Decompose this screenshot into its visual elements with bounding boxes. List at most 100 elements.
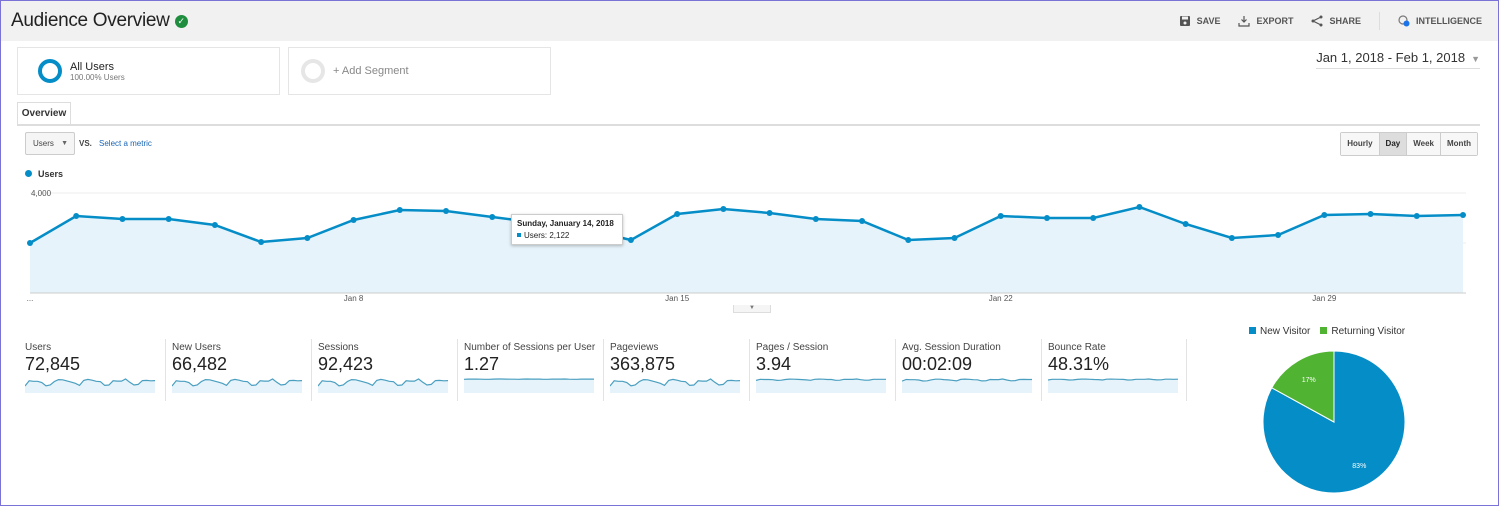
metric-value: 363,875: [610, 354, 676, 374]
legend-dot-icon: [25, 170, 32, 177]
metric-label: Pages / Session: [756, 342, 829, 353]
legend-returning-visitor: Returning Visitor: [1320, 326, 1405, 337]
intelligence-icon: [1398, 15, 1410, 27]
data-point: [396, 207, 403, 213]
data-point: [1460, 212, 1466, 218]
sparkline-fill: [172, 379, 302, 393]
share-button[interactable]: SHARE: [1311, 15, 1361, 27]
metric-new-users[interactable]: New Users 66,482: [165, 339, 311, 401]
day-button[interactable]: Day: [1378, 133, 1407, 155]
metric-value: 66,482: [172, 354, 228, 374]
segment-ring-icon: [301, 59, 325, 83]
select-metric-link[interactable]: Select a metric: [99, 139, 152, 148]
data-point: [1090, 215, 1097, 221]
date-range-picker[interactable]: Jan 1, 2018 - Feb 1, 2018 ▼: [1316, 50, 1480, 69]
data-point: [905, 237, 912, 243]
data-point: [350, 217, 357, 223]
sparkline-fill: [318, 379, 448, 393]
data-point: [1228, 235, 1235, 241]
data-point: [812, 216, 819, 222]
x-tick-label: Jan 15: [665, 294, 690, 303]
chevron-down-icon: ▼: [1471, 54, 1480, 64]
area-fill: [30, 207, 1463, 293]
metric-pages-session[interactable]: Pages / Session 3.94: [749, 339, 895, 401]
divider: [1378, 12, 1380, 30]
data-point: [674, 211, 681, 217]
metrics-row: Users 72,845 New Users 66,482 Sessions 92,423…: [19, 339, 1187, 401]
metric-pageviews[interactable]: Pageviews 363,875: [603, 339, 749, 401]
metric-label: New Users: [172, 342, 221, 353]
data-point: [951, 235, 958, 241]
data-point: [165, 216, 172, 222]
pie-slice-label: 83%: [1352, 463, 1366, 470]
sparkline: [25, 378, 155, 393]
data-point: [1413, 213, 1420, 219]
hourly-button[interactable]: Hourly: [1341, 133, 1379, 155]
data-point: [997, 213, 1004, 219]
data-point: [1043, 215, 1050, 221]
sparkline: [464, 378, 594, 393]
sparkline: [610, 378, 740, 393]
metric-bounce-rate[interactable]: Bounce Rate 48.31%: [1041, 339, 1187, 401]
save-icon: [1179, 16, 1190, 26]
pie-legend: New Visitor Returning Visitor: [1249, 326, 1405, 337]
data-point: [1321, 212, 1328, 218]
sparkline: [756, 378, 886, 393]
add-segment-button[interactable]: + Add Segment: [288, 47, 551, 95]
metric-value: 1.27: [464, 354, 500, 374]
data-point: [1275, 232, 1282, 238]
week-button[interactable]: Week: [1406, 133, 1440, 155]
sparkline-fill: [25, 379, 155, 393]
save-button[interactable]: SAVE: [1179, 15, 1220, 27]
metric-value: 00:02:09: [902, 354, 973, 374]
data-point: [859, 218, 866, 224]
pie-slice-label: 17%: [1302, 377, 1316, 384]
data-point: [1136, 204, 1143, 210]
page-title: Audience Overview ✓: [11, 10, 188, 32]
metric-number-of-sessions-per-user[interactable]: Number of Sessions per User 1.27: [457, 339, 603, 401]
collapse-chart-button[interactable]: ▼: [733, 305, 771, 313]
data-point: [443, 208, 450, 214]
month-button[interactable]: Month: [1440, 133, 1477, 155]
divider: [17, 124, 1480, 126]
x-tick-label: Jan 8: [344, 294, 364, 303]
x-tick-label: Jan 22: [989, 294, 1014, 303]
data-point: [27, 240, 33, 246]
metric-select[interactable]: Users ▼: [25, 132, 75, 155]
metric-label: Number of Sessions per User: [464, 342, 596, 353]
segment-all-users[interactable]: All Users 100.00% Users: [17, 47, 280, 95]
tab-overview[interactable]: Overview: [17, 102, 71, 125]
y-tick-label: 4,000: [31, 189, 52, 198]
sparkline: [318, 378, 448, 393]
data-point: [1182, 221, 1189, 227]
sparkline-fill: [464, 379, 594, 393]
metric-value: 3.94: [756, 354, 792, 374]
intelligence-button[interactable]: INTELLIGENCE: [1398, 15, 1482, 27]
export-button[interactable]: EXPORT: [1238, 15, 1293, 27]
sparkline-line: [25, 378, 155, 387]
metric-label: Avg. Session Duration: [902, 342, 1001, 353]
sparkline-fill: [902, 379, 1032, 393]
chart-legend: Users: [25, 169, 63, 179]
metric-value: 72,845: [25, 354, 81, 374]
metric-value: 48.31%: [1048, 354, 1110, 374]
series-line-users: [29, 205, 1464, 245]
metric-avg-session-duration[interactable]: Avg. Session Duration 00:02:09: [895, 339, 1041, 401]
granularity-toggle: Hourly Day Week Month: [1340, 132, 1478, 156]
vs-label: VS.: [79, 139, 92, 148]
sparkline: [172, 378, 302, 393]
sparkline-line: [172, 378, 302, 387]
data-point: [73, 213, 80, 219]
sparkline: [902, 378, 1032, 393]
sparkline-line: [756, 378, 886, 382]
data-point: [766, 210, 773, 216]
share-icon: [1311, 15, 1323, 27]
metric-users[interactable]: Users 72,845: [19, 339, 165, 401]
data-point: [211, 222, 218, 228]
metric-sessions[interactable]: Sessions 92,423: [311, 339, 457, 401]
sparkline-line: [902, 378, 1032, 382]
pie-slice-returning-visitor: [1271, 350, 1335, 423]
metric-label: Users: [25, 342, 52, 353]
data-point: [304, 235, 311, 241]
